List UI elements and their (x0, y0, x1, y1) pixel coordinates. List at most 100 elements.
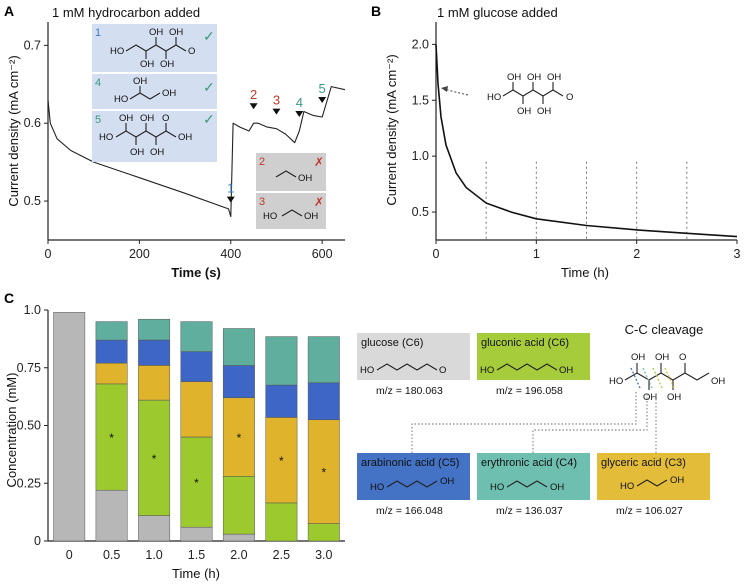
legend-mz: m/z = 196.058 (496, 385, 563, 397)
significance-star: * (109, 431, 114, 445)
svg-text:OH: OH (304, 211, 318, 222)
bar-segment (95, 362, 128, 385)
y-tick-label: 1.0 (412, 149, 429, 163)
panel-c-stacked-bars: * * * * * * (53, 312, 340, 542)
bar-segment (180, 436, 213, 528)
panel-c-xlabel: Time (h) (172, 566, 220, 581)
svg-text:OH: OH (550, 482, 564, 493)
svg-text:OH: OH (547, 72, 561, 83)
panel-a-positive-molecules: 1 4 5 ✓ ✓ ✓ HO OH OH OH OH O HO OH OH HO… (92, 24, 217, 162)
x-tick-label: 1.5 (188, 548, 205, 562)
y-tick-label: 0 (34, 534, 41, 548)
panel-a-negative-molecules: 2 3 ✗ ✗ OH HO OH (256, 153, 326, 229)
box-number-5: 5 (95, 114, 101, 126)
bar-segment (138, 339, 171, 366)
panel-b-sampling-markers (485, 161, 688, 240)
bar-segment (222, 397, 255, 477)
svg-text:OH: OH (517, 106, 531, 117)
svg-text:OH: OH (178, 132, 192, 143)
bar-segment (307, 523, 340, 542)
x-tick-label: 2 (633, 247, 640, 261)
y-tick-label: 2.0 (412, 37, 429, 51)
panel-a-ylabel: Current density (mA cm⁻²) (6, 55, 21, 206)
box-glycerol (92, 74, 217, 109)
panel-b-label: B (371, 3, 381, 19)
svg-text:OH: OH (160, 59, 174, 70)
svg-text:OH: OH (507, 72, 521, 83)
y-tick-label: 0.6 (24, 116, 41, 130)
svg-text:OH: OH (130, 147, 144, 158)
panel-c-label: C (4, 290, 14, 306)
bar-segment (222, 365, 255, 398)
bar-segment (222, 476, 255, 535)
bar-segment (265, 384, 298, 418)
svg-text:OH: OH (559, 365, 573, 376)
y-tick-label: 1.0 (24, 303, 41, 317)
x-tick-label: 2.0 (230, 548, 247, 562)
x-tick-label: 3.0 (315, 548, 332, 562)
panel-a-label: A (4, 3, 14, 19)
addition-number: 4 (296, 95, 303, 110)
panel-b-title: 1 mM glucose added (437, 5, 558, 20)
significance-star: * (279, 454, 284, 468)
x-tick-label: 1 (533, 247, 540, 261)
svg-text:OH: OH (298, 173, 312, 184)
svg-text:HO: HO (480, 365, 494, 376)
check-icon: ✓ (203, 28, 215, 44)
svg-text:OH: OH (711, 376, 725, 387)
svg-text:OH: OH (162, 88, 176, 99)
cc-cleavage-title: C-C cleavage (625, 322, 704, 337)
significance-star: * (194, 476, 199, 490)
x-tick-label: 0.5 (103, 548, 120, 562)
panel-c-legend-boxes: glucose (C6) gluconic acid (C6) arabinon… (357, 333, 710, 517)
bar-segment (180, 381, 213, 438)
bar-segment (307, 336, 340, 384)
legend-name: glucose (C6) (361, 337, 423, 349)
svg-text:OH: OH (667, 392, 681, 403)
svg-text:O: O (679, 352, 686, 363)
addition-number: 2 (250, 87, 257, 102)
svg-text:OH: OH (655, 352, 669, 363)
svg-text:HO: HO (360, 365, 374, 376)
bar-segment (138, 515, 171, 542)
addition-arrow (318, 96, 327, 103)
svg-text:OH: OH (440, 476, 454, 487)
svg-text:O: O (188, 46, 195, 57)
bar-segment (265, 336, 298, 386)
legend-mz: m/z = 136.037 (496, 505, 563, 517)
glycerol-structure (129, 92, 161, 100)
y-tick-label: 0.5 (412, 205, 429, 219)
svg-text:OH: OH (149, 27, 163, 38)
x-tick-label: 1.0 (145, 548, 162, 562)
bar-segment (95, 383, 128, 491)
panel-a-axes (47, 22, 345, 241)
legend-mz: m/z = 166.048 (376, 505, 443, 517)
panel-b-current-trace (435, 44, 738, 238)
svg-text:HO: HO (263, 211, 277, 222)
panel-a-xlabel: Time (s) (171, 265, 221, 280)
panel-a-ticks: 0 200 400 600 0.5 0.6 0.7 (24, 38, 333, 261)
y-tick-label: 1.5 (412, 93, 429, 107)
panel-b-ylabel: Current density (mA cm⁻²) (384, 54, 399, 205)
box-number-1: 1 (95, 27, 101, 39)
svg-text:OH: OH (140, 59, 154, 70)
y-tick-label: 0.75 (17, 361, 41, 375)
x-tick-label: 0 (433, 247, 440, 261)
box-number-4: 4 (95, 77, 101, 89)
bar-segment (95, 489, 128, 542)
addition-number: 5 (319, 81, 326, 96)
bar-segment (53, 312, 86, 542)
addition-number: 1 (227, 181, 234, 196)
bar-segment (222, 533, 255, 542)
y-tick-label: 0.5 (24, 194, 41, 208)
svg-text:OH: OH (670, 475, 684, 486)
bar-segment (222, 328, 255, 366)
cross-icon: ✗ (314, 195, 324, 209)
svg-text:O: O (566, 92, 573, 103)
box-number-2: 2 (259, 156, 265, 168)
x-tick-label: 2.5 (273, 548, 290, 562)
ethanol-structure (275, 170, 297, 178)
bar-segment (265, 417, 298, 504)
panel-b-ticks: 0 1 2 3 0.5 1.0 1.5 2.0 (412, 37, 741, 261)
